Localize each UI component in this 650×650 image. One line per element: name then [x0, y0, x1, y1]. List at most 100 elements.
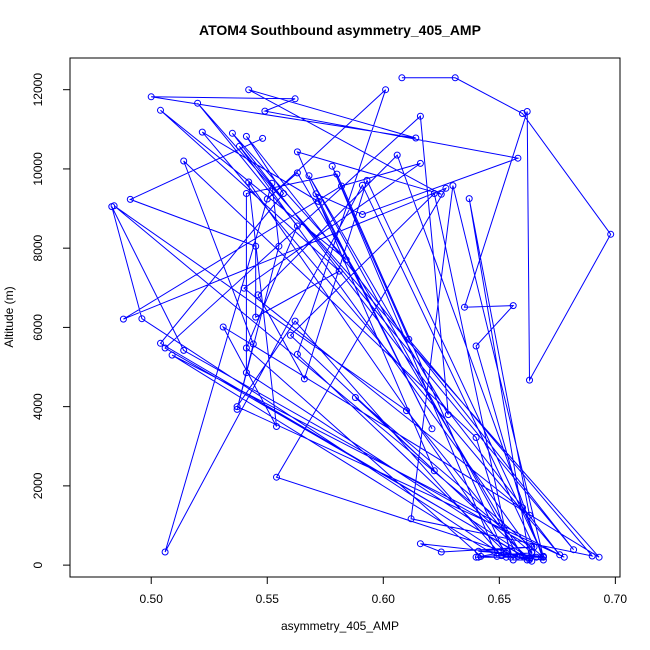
- data-point: [509, 302, 517, 310]
- data-point: [333, 170, 341, 178]
- data-point: [300, 375, 308, 383]
- data-point: [242, 369, 250, 377]
- data-point: [472, 434, 480, 441]
- data-point: [293, 148, 301, 156]
- data-point: [416, 159, 424, 167]
- y-axis: 0 2000 4000 6000 8000 10000 12000: [31, 73, 70, 568]
- data-point: [280, 190, 287, 197]
- data-point: [393, 151, 401, 159]
- x-tick-label: 0.55: [256, 592, 280, 606]
- data-point: [245, 178, 253, 186]
- data-point: [161, 548, 169, 556]
- data-point: [363, 176, 371, 184]
- data-point: [259, 134, 267, 142]
- data-point: [358, 211, 366, 218]
- data-point: [465, 195, 473, 203]
- data-point: [291, 317, 299, 325]
- data-point: [293, 169, 301, 177]
- plot-frame: [69, 57, 621, 578]
- data-point: [351, 394, 359, 401]
- data-point: [273, 473, 280, 481]
- chart-title: ATOM4 Southbound asymmetry_405_AMP: [199, 22, 481, 38]
- data-point: [180, 346, 188, 354]
- data-point: [519, 504, 526, 512]
- data-point: [335, 267, 343, 275]
- data-point: [477, 552, 485, 560]
- y-tick-label: 2000: [31, 472, 45, 499]
- data-point: [254, 291, 262, 299]
- data-point: [398, 74, 406, 82]
- data-point: [273, 423, 280, 430]
- data-point: [245, 86, 253, 94]
- data-point: [528, 548, 536, 556]
- x-tick-label: 0.60: [372, 592, 396, 606]
- data-point: [233, 403, 241, 411]
- data-point: [451, 74, 459, 82]
- data-point: [472, 553, 480, 561]
- data-point: [119, 315, 127, 323]
- data-point: [242, 344, 250, 352]
- data-point: [233, 405, 241, 413]
- data-point: [305, 172, 313, 180]
- data-point: [198, 128, 206, 136]
- data-point: [157, 106, 164, 114]
- data-point: [526, 376, 533, 384]
- data-point: [514, 552, 522, 560]
- data-point: [403, 407, 410, 415]
- data-point: [405, 335, 413, 343]
- data-point: [291, 95, 299, 103]
- data-point: [249, 340, 257, 348]
- data-point: [428, 425, 436, 433]
- data-point: [493, 552, 501, 560]
- data-point: [157, 339, 164, 347]
- data-point: [607, 230, 615, 238]
- data-point: [194, 99, 202, 107]
- data-point: [461, 303, 468, 311]
- data-point: [407, 515, 415, 523]
- data-point: [437, 190, 445, 198]
- data-point: [514, 154, 522, 162]
- data-point: [240, 284, 248, 292]
- data-point: [519, 552, 526, 560]
- data-point: [219, 323, 227, 331]
- data-point: [242, 190, 250, 197]
- data-point: [338, 182, 345, 190]
- data-point: [235, 142, 243, 150]
- y-tick-label: 12000: [31, 73, 45, 107]
- data-point: [416, 112, 424, 120]
- data-point: [533, 553, 540, 561]
- data-point: [507, 553, 515, 561]
- y-tick-label: 6000: [31, 314, 45, 341]
- data-point: [252, 313, 260, 321]
- data-point: [161, 344, 169, 352]
- data-point: [228, 129, 236, 137]
- data-point: [570, 546, 578, 554]
- data-point: [138, 315, 146, 323]
- data-point: [358, 181, 366, 189]
- data-point: [126, 195, 134, 203]
- y-axis-label: Altitude (m): [2, 286, 16, 347]
- data-point: [523, 108, 531, 115]
- data-point: [416, 540, 424, 548]
- y-tick-label: 0: [31, 561, 45, 568]
- data-point: [314, 197, 322, 205]
- data-point: [430, 467, 438, 475]
- data-point: [293, 350, 301, 358]
- data-point: [437, 548, 445, 556]
- data-point: [519, 110, 526, 117]
- data-point: [444, 411, 452, 419]
- data-point: [556, 551, 564, 559]
- data-point: [275, 242, 283, 250]
- x-tick-label: 0.65: [488, 592, 512, 606]
- data-point: [242, 132, 250, 140]
- data-point: [382, 86, 390, 94]
- data-point: [263, 195, 271, 203]
- data-point: [108, 203, 116, 211]
- data-point: [539, 556, 547, 564]
- data-point: [528, 543, 536, 551]
- data-point: [472, 342, 480, 350]
- data-point: [180, 157, 188, 165]
- data-point: [293, 222, 301, 230]
- data-point: [168, 351, 176, 359]
